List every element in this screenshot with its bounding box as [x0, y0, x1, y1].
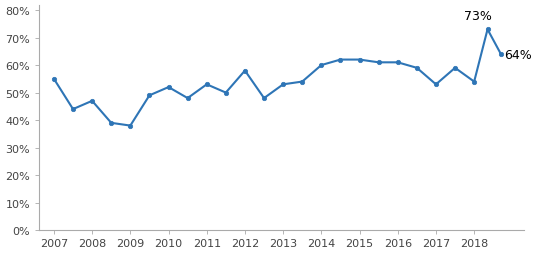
Text: 64%: 64%	[504, 48, 532, 61]
Text: 73%: 73%	[464, 10, 492, 23]
